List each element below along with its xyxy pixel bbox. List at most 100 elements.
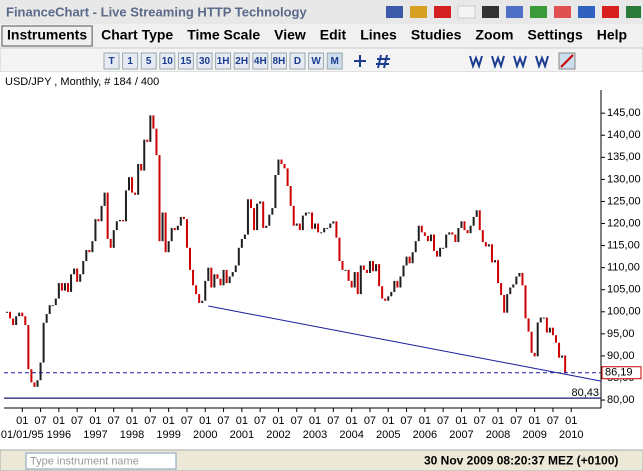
price-bar — [542, 317, 545, 319]
line-icons[interactable] — [469, 55, 549, 70]
year-label: 1998 — [120, 429, 144, 441]
button-face — [122, 52, 139, 70]
flag[interactable] — [386, 6, 403, 18]
menu-item[interactable]: Chart Type — [101, 27, 173, 43]
price-bar — [100, 205, 103, 222]
price-bar — [283, 163, 286, 169]
price-bar — [82, 261, 85, 275]
x-tick-label: 07 — [71, 415, 83, 427]
price-bar — [228, 276, 231, 284]
toolbar-button[interactable]: 5 — [140, 52, 157, 70]
toolbar-button[interactable]: 10 — [159, 52, 176, 70]
toolbar-button[interactable]: 2H — [233, 52, 250, 70]
price-bar — [79, 274, 82, 282]
menu-item[interactable]: Help — [597, 27, 627, 43]
menu-item[interactable]: Settings — [528, 27, 583, 43]
price-bar — [21, 312, 24, 317]
menu-item[interactable]: Lines — [360, 27, 397, 43]
crosshair-icon[interactable] — [354, 55, 366, 67]
price-bar — [548, 327, 551, 333]
price-bar — [179, 216, 182, 226]
price-bar — [362, 265, 365, 270]
button-face — [289, 52, 306, 70]
price-bar — [539, 317, 542, 323]
price-bar — [399, 276, 402, 288]
menu-item[interactable]: Studies — [411, 27, 462, 43]
instrument-input[interactable] — [25, 452, 177, 470]
flag[interactable] — [482, 6, 499, 18]
toolbar-button[interactable]: T — [103, 52, 120, 70]
button-face — [140, 52, 157, 70]
x-tick-label: 01 — [199, 415, 211, 427]
x-tick-label: 07 — [217, 415, 229, 427]
price-bar — [433, 234, 435, 251]
price-bar — [484, 242, 487, 247]
flag[interactable] — [457, 5, 476, 19]
price-bar — [338, 237, 341, 262]
price-bar — [365, 269, 368, 273]
price-bar — [210, 267, 213, 288]
flag[interactable] — [410, 6, 427, 18]
toolbar-button[interactable]: 15 — [177, 52, 194, 70]
price-bar — [189, 247, 191, 270]
price-bar — [445, 234, 448, 248]
price-bar — [469, 225, 472, 234]
price-bar — [33, 382, 36, 387]
toolbar-button[interactable]: D — [289, 52, 306, 70]
flag[interactable] — [626, 6, 641, 18]
price-bar — [103, 192, 106, 206]
menu-item[interactable]: Time Scale — [187, 27, 260, 43]
price-bar — [503, 295, 506, 313]
toolbar-buttons: T 1 5 10 15 30 1H 2H 4H 8H D W M — [103, 52, 343, 70]
flag[interactable] — [530, 6, 547, 18]
price-bar — [195, 285, 198, 295]
button-face — [308, 52, 325, 70]
price-bar — [216, 274, 219, 279]
toolbar-button[interactable]: 1 — [122, 52, 139, 70]
price-bar — [161, 212, 164, 242]
menu-item[interactable]: View — [274, 27, 306, 43]
y-tick-label: 130,00 — [607, 173, 641, 185]
menu-item[interactable]: Edit — [320, 27, 347, 43]
flag[interactable] — [602, 6, 619, 18]
grid-icon[interactable] — [376, 54, 390, 69]
price-bar — [292, 205, 295, 226]
toolbar-button[interactable]: 8H — [270, 52, 287, 70]
flag[interactable] — [554, 6, 571, 18]
flag[interactable] — [434, 6, 451, 18]
toolbar-button[interactable]: 1H — [215, 52, 232, 70]
menu-item[interactable]: Zoom — [475, 27, 513, 43]
price-bar — [448, 232, 451, 235]
price-bar — [384, 298, 387, 301]
price-bar — [219, 278, 222, 286]
current-price-box — [601, 366, 642, 380]
trend-icon[interactable] — [560, 54, 574, 68]
price-bar — [472, 216, 475, 226]
toolbar-button[interactable]: W — [308, 52, 325, 70]
toolbar-button[interactable]: M — [326, 52, 343, 70]
price-bar — [311, 212, 313, 229]
toolbar-button[interactable]: 30 — [196, 52, 213, 70]
x-tick-label: 07 — [364, 415, 376, 427]
flag[interactable] — [578, 6, 595, 18]
toolbar-button[interactable]: 4H — [252, 52, 269, 70]
y-tick-label: 80,00 — [607, 394, 635, 406]
year-label: 2007 — [449, 429, 473, 441]
x-tick-label: 07 — [474, 415, 486, 427]
x-tick-label: 01 — [419, 415, 431, 427]
support-label: 80,43 — [571, 387, 599, 399]
x-tick-label: 01 — [346, 415, 358, 427]
price-bar — [140, 163, 143, 171]
button-label: 2H — [235, 56, 248, 67]
flags[interactable] — [386, 5, 641, 19]
flag[interactable] — [506, 6, 523, 18]
button-label: 1 — [127, 56, 133, 67]
price-bar — [304, 212, 307, 216]
price-bar — [12, 318, 15, 326]
price-bar — [426, 235, 429, 242]
price-bar — [45, 313, 48, 323]
price-bar — [545, 317, 548, 333]
menu-item[interactable]: Instruments — [7, 27, 87, 43]
price-bar — [298, 223, 301, 231]
y-tick-label: 135,00 — [607, 151, 641, 163]
